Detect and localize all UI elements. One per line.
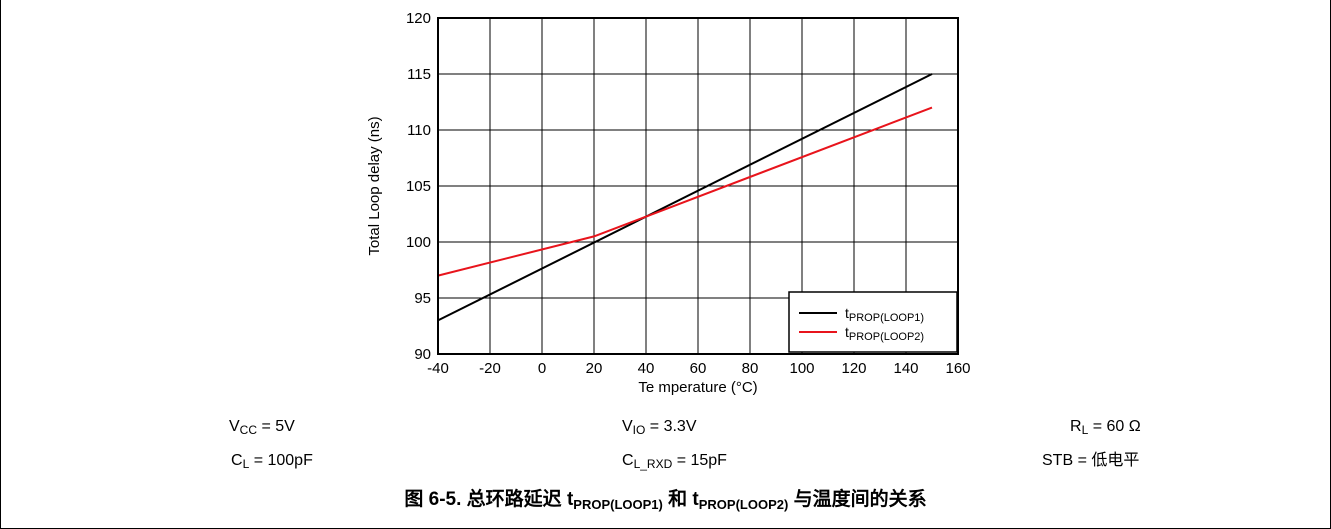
condition-cl-rxd: CL_RXD = 15pF: [622, 451, 727, 471]
legend: tPROP(LOOP1)tPROP(LOOP2): [788, 291, 958, 353]
clrxd-symbol: C: [622, 452, 634, 469]
y-tick-label: 120: [406, 10, 431, 27]
caption-t1: t: [566, 489, 574, 510]
y-tick-label: 115: [407, 66, 431, 83]
caption-t2: t: [692, 489, 699, 510]
plot-border: [437, 17, 959, 355]
series-lines: [437, 73, 933, 322]
legend-label-main: t: [845, 305, 849, 321]
vio-symbol: V: [622, 418, 633, 435]
delay-vs-temperature-chart: 90 95 100 105 110 115 120 -40 -20 0 20 40 60 80 100 12…: [366, 10, 971, 396]
x-tick-labels: -40 -20 0 20 40 60 80 100 120 140 160: [427, 360, 970, 377]
x-tick-label: 160: [945, 360, 970, 377]
condition-rl: RL = 60 Ω: [1070, 417, 1141, 437]
x-axis-label: Te mperature (°C): [638, 379, 757, 396]
y-tick-label: 105: [406, 178, 431, 195]
rl-symbol: R: [1070, 418, 1082, 435]
legend-label-2: tPROP(LOOP2): [845, 324, 924, 343]
legend-label-main: t: [845, 324, 849, 340]
vcc-symbol: V: [229, 418, 240, 435]
caption-suffix: 与温度间的关系: [788, 489, 927, 510]
x-tick-label: -20: [479, 360, 501, 377]
x-tick-label: 140: [893, 360, 918, 377]
series-line-1: [437, 73, 933, 322]
caption-t1-subscript: PROP(LOOP1): [573, 497, 663, 512]
caption-t2-subscript: PROP(LOOP2): [698, 497, 789, 512]
legend-label-1: tPROP(LOOP1): [845, 305, 924, 324]
x-tick-label: -40: [427, 360, 449, 377]
clrxd-subscript: L_RXD: [633, 457, 673, 471]
y-tick-label: 95: [414, 290, 431, 307]
condition-cl: CL = 100pF: [231, 451, 313, 471]
x-tick-label: 120: [841, 360, 866, 377]
condition-stb: STB = 低电平: [1042, 451, 1139, 471]
condition-vio: VIO = 3.3V: [622, 417, 697, 437]
caption-prefix: 图 6-5. 总环路延迟: [404, 489, 567, 510]
y-tick-label: 100: [406, 234, 431, 251]
rl-value: = 60 Ω: [1088, 418, 1141, 435]
x-tick-label: 60: [690, 360, 707, 377]
cl-subscript: L: [242, 457, 250, 471]
x-tick-label: 0: [538, 360, 546, 377]
frame-left-border: [0, 0, 1, 529]
x-tick-label: 80: [742, 360, 759, 377]
caption-mid: 和: [662, 489, 693, 510]
stb-value: STB = 低电平: [1042, 452, 1140, 469]
x-tick-label: 100: [789, 360, 814, 377]
vcc-value: = 5V: [257, 418, 295, 435]
rl-subscript: L: [1081, 423, 1089, 437]
series-line-2: [437, 106, 933, 277]
x-tick-label: 40: [638, 360, 655, 377]
vcc-subscript: CC: [239, 423, 258, 437]
y-tick-label: 90: [414, 346, 431, 363]
cl-value: = 100pF: [249, 452, 313, 469]
figure-caption: 图 6-5. 总环路延迟 tPROP(LOOP1) 和 tPROP(LOOP2)…: [0, 484, 1331, 511]
vio-subscript: IO: [632, 423, 646, 437]
clrxd-value: = 15pF: [672, 452, 727, 469]
legend-label-subscript: PROP(LOOP2): [849, 331, 924, 343]
y-tick-label: 110: [407, 122, 431, 139]
legend-box: [788, 291, 958, 353]
condition-vcc: VCC = 5V: [229, 417, 295, 437]
x-tick-label: 20: [586, 360, 603, 377]
cl-symbol: C: [231, 452, 243, 469]
legend-label-subscript: PROP(LOOP1): [849, 312, 924, 324]
vio-value: = 3.3V: [645, 418, 697, 435]
y-tick-labels: 90 95 100 105 110 115 120: [406, 10, 431, 363]
y-axis-label: Total Loop delay (ns): [366, 116, 383, 255]
